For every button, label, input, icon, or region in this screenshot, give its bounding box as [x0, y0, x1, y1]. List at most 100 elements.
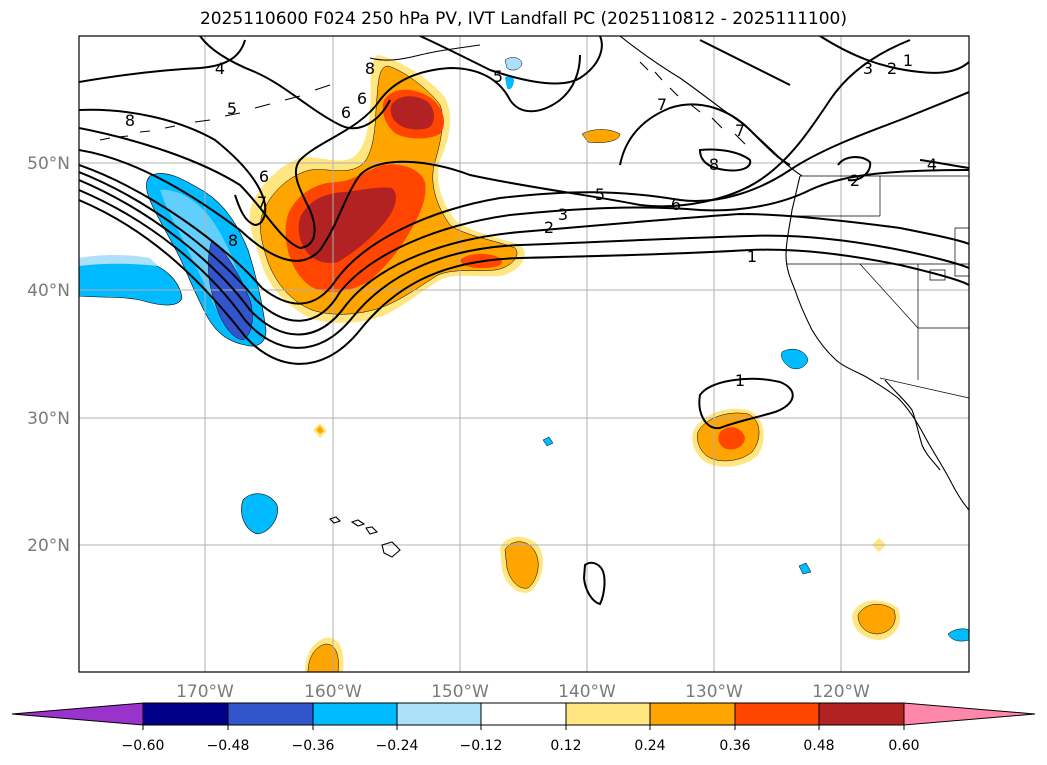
pos-fill-se-orange: [857, 604, 896, 635]
contour-1: [79, 199, 969, 365]
aleutian-chain: [99, 84, 331, 141]
contour-label: 6: [671, 195, 681, 214]
lon-label: 130°W: [685, 682, 743, 702]
border-us-mexico: [879, 377, 969, 399]
contour-8: [79, 108, 267, 227]
contour-label: 7: [257, 193, 267, 212]
colorbar-tick-label: −0.60: [122, 738, 165, 754]
contour-label: 8: [709, 155, 719, 174]
pos-fill-small-top: [581, 129, 621, 143]
contour-label: 2: [544, 218, 554, 237]
colorbar-segment: [649, 702, 736, 726]
contour-12: [619, 103, 791, 166]
colorbar-segment: [734, 702, 820, 726]
contour-4: [79, 169, 969, 322]
political-borders: [786, 175, 969, 399]
lat-label: 20°N: [27, 536, 70, 556]
colorbar-tick-label: −0.12: [460, 738, 503, 754]
coastline-north-america: [785, 175, 969, 511]
neg-fill-small-6: [947, 628, 969, 642]
island-hawaii-1: [328, 516, 342, 524]
coastline-alaska-south: [369, 44, 481, 61]
colorbar-tick-label: −0.24: [376, 738, 419, 754]
contour-label: 7: [735, 121, 745, 140]
pos-fill-south-orange: [504, 541, 539, 589]
positive-anomaly-fills: [249, 55, 900, 672]
contour-3: [79, 179, 969, 336]
contour-label: 5: [493, 67, 503, 86]
lat-label: 40°N: [27, 281, 70, 301]
contour-6: [79, 39, 911, 262]
lon-label: 160°W: [304, 682, 362, 702]
colorbar-tick-label: 0.48: [803, 738, 834, 754]
lon-label: 140°W: [558, 682, 616, 702]
negative-anomaly-fills: [79, 57, 969, 642]
contour-2: [79, 189, 969, 349]
colorbar-extend-min: [11, 702, 144, 726]
contour-label: 6: [357, 89, 367, 108]
contour-18: [582, 561, 606, 606]
contour-17: [698, 377, 794, 430]
map-frame: [78, 35, 970, 673]
latitude-labels: 50°N 40°N 30°N 20°N: [27, 154, 70, 556]
contour-label: 7: [657, 95, 667, 114]
neg-fill-small-4: [542, 436, 554, 447]
contour-label: 6: [341, 103, 351, 122]
graticule: [79, 36, 969, 672]
contour-label: 3: [558, 205, 568, 224]
colorbar-tick-label: −0.36: [292, 738, 335, 754]
contour-label: 5: [227, 99, 237, 118]
colorbar-tick-label: 0.60: [888, 738, 919, 754]
lon-label: 120°W: [812, 682, 870, 702]
island-hawaii-4: [381, 541, 401, 558]
contour-label: 2: [850, 171, 860, 190]
pos-fill-dot-3: [316, 426, 324, 434]
colorbar-segment: [565, 702, 651, 726]
alaska-islands: [639, 61, 746, 145]
pos-fill-bottom-orange: [307, 643, 339, 672]
contour-label: 6: [259, 167, 269, 186]
neg-fill-subtropic: [241, 493, 278, 535]
map-title: 2025110600 F024 250 hPa PV, IVT Landfall…: [199, 9, 847, 29]
contour-label: 5: [595, 185, 605, 204]
contour-label: 1: [735, 371, 745, 390]
neg-fill-small-3: [505, 75, 514, 90]
coastline-baja-inner: [884, 379, 941, 471]
contour-label: 4: [927, 155, 937, 174]
island-hawaii-2: [350, 519, 366, 527]
pv-contours: [79, 36, 969, 606]
contour-label: 3: [863, 59, 873, 78]
neg-fill-small-1: [781, 349, 809, 370]
contour-label: 2: [887, 59, 897, 78]
colorbar-tick-label: −0.48: [207, 738, 250, 754]
colorbar-segment: [227, 702, 314, 726]
neg-fill-small-5: [798, 562, 812, 575]
pos-fill-north-dark: [390, 96, 434, 130]
colorbar-segment: [396, 702, 482, 726]
colorbar-segment: [480, 702, 567, 726]
colorbar-segment: [818, 702, 905, 726]
pos-fill-east-red: [718, 427, 745, 450]
contour-15: [819, 36, 969, 74]
neg-fill-west-light: [79, 255, 158, 266]
contour-labels: 4 5 8 6 6 7 8 5 8 6 7 5 6 3 2 1 7 8 3 2 …: [125, 51, 937, 390]
lat-label: 30°N: [27, 409, 70, 429]
contour-label: 8: [125, 111, 135, 130]
colorbar-tick-label: 0.36: [719, 738, 750, 754]
colorbar: −0.60 −0.48 −0.36 −0.24 −0.12 0.12 0.24 …: [11, 702, 1036, 754]
colorbar-segment: [142, 702, 229, 726]
border-misc-1: [954, 227, 969, 277]
colorbar-extend-max: [903, 702, 1036, 726]
contour-5: [79, 91, 969, 305]
border-misc-2: [929, 269, 946, 281]
island-hawaii-3: [365, 526, 379, 535]
contour-19: [919, 159, 969, 169]
contour-9: [79, 39, 246, 83]
contour-7: [79, 54, 581, 250]
contour-10: [199, 36, 391, 130]
colorbar-tick-label: 0.12: [550, 738, 581, 754]
contour-label: 4: [215, 59, 225, 78]
contour-label: 1: [747, 247, 757, 266]
colorbar-ticks: [142, 725, 905, 730]
